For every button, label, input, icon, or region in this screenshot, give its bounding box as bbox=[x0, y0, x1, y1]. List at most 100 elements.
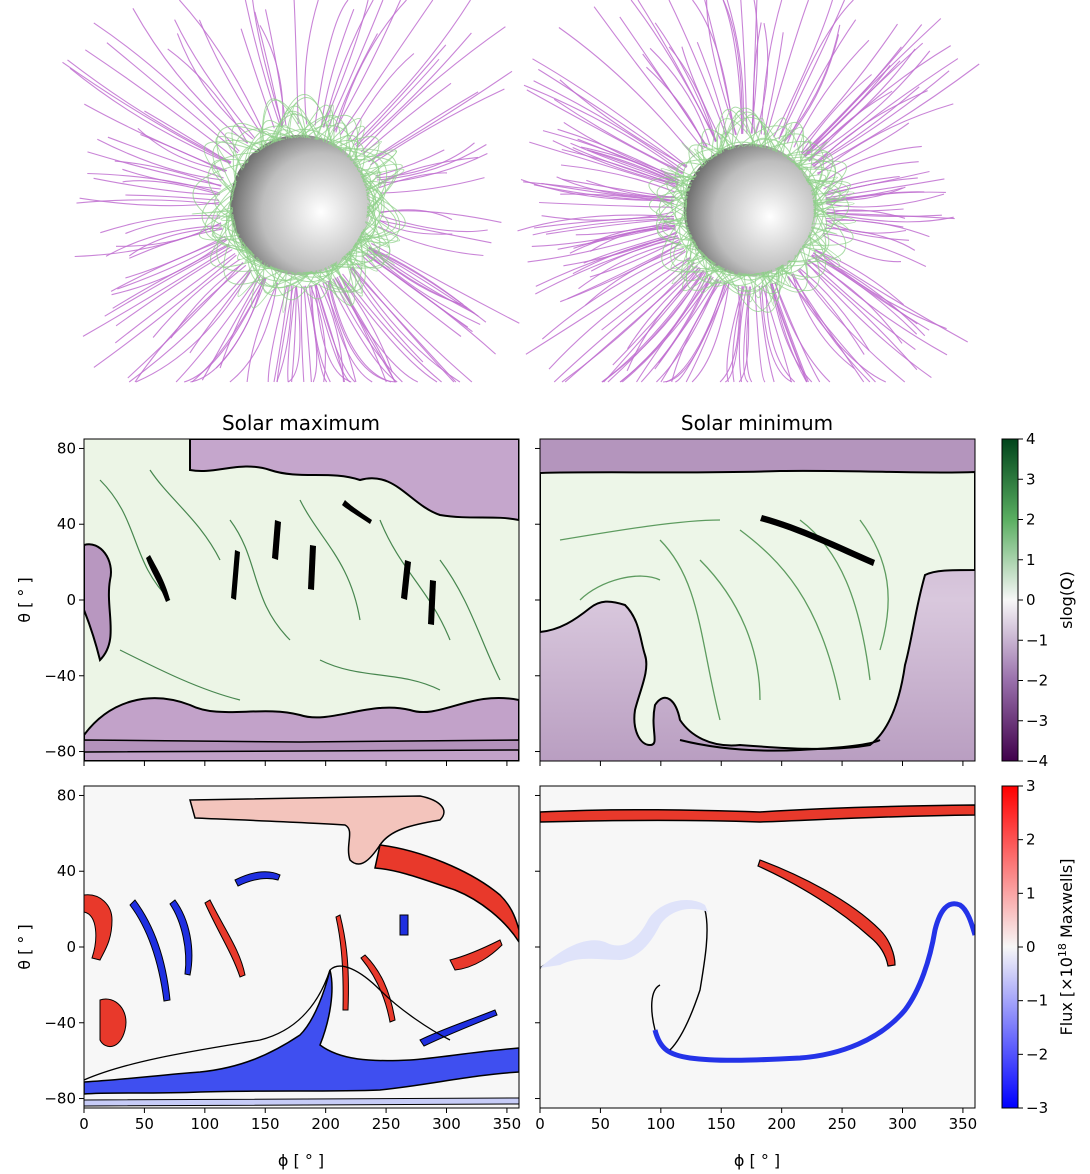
colorbar-tick-label: −1 bbox=[1026, 631, 1048, 649]
open-field-line bbox=[654, 22, 716, 142]
open-field-line bbox=[590, 236, 679, 272]
open-field-line bbox=[380, 209, 453, 221]
q-map-minimum bbox=[540, 439, 975, 761]
closed-field-line bbox=[775, 123, 793, 154]
open-field-line bbox=[722, 0, 743, 134]
sun-sphere bbox=[229, 134, 371, 276]
closed-field-line bbox=[234, 139, 281, 186]
open-field-line bbox=[533, 80, 685, 172]
closed-field-line bbox=[701, 128, 736, 166]
open-field-line bbox=[140, 133, 227, 173]
open-field-line bbox=[790, 274, 865, 383]
x-tick-label: 0 bbox=[79, 1115, 89, 1133]
closed-field-line bbox=[301, 116, 342, 152]
open-field-line bbox=[335, 0, 407, 133]
open-field-line bbox=[649, 47, 711, 146]
closed-field-line bbox=[661, 211, 722, 273]
open-field-line bbox=[219, 277, 265, 369]
open-field-line bbox=[190, 278, 267, 383]
open-field-line bbox=[668, 0, 728, 138]
open-field-line bbox=[323, 0, 374, 128]
open-field-line bbox=[259, 25, 284, 126]
closed-field-line bbox=[764, 269, 773, 283]
open-field-line bbox=[823, 161, 919, 190]
open-field-line bbox=[371, 242, 520, 324]
open-field-line bbox=[532, 58, 688, 167]
colorbar-tick-label: 0 bbox=[1026, 591, 1036, 609]
closed-field-line bbox=[329, 139, 365, 176]
open-field-line bbox=[110, 238, 227, 292]
open-field-line bbox=[621, 276, 714, 383]
open-field-line bbox=[97, 138, 224, 181]
open-field-line bbox=[244, 0, 281, 127]
open-field-line bbox=[300, 285, 305, 383]
closed-field-line bbox=[339, 146, 352, 158]
open-field-line bbox=[174, 19, 256, 139]
open-field-line bbox=[681, 46, 721, 140]
closed-field-line bbox=[220, 213, 235, 221]
open-field-line bbox=[291, 285, 298, 383]
open-field-line bbox=[557, 224, 676, 250]
closed-field-line bbox=[357, 191, 406, 241]
closed-field-line bbox=[726, 264, 783, 312]
open-field-line bbox=[826, 211, 942, 218]
open-field-line bbox=[114, 252, 236, 344]
open-field-line bbox=[76, 199, 220, 205]
q-map-maximum-west-open-region bbox=[84, 543, 112, 662]
open-field-line bbox=[786, 19, 857, 144]
open-field-line bbox=[355, 58, 440, 147]
colorbar-tick-label: −3 bbox=[1026, 1099, 1048, 1117]
open-field-line bbox=[812, 70, 950, 167]
closed-field-line bbox=[353, 239, 394, 270]
open-field-line bbox=[763, 32, 784, 135]
closed-field-line bbox=[204, 193, 249, 249]
open-field-line bbox=[287, 285, 297, 383]
colorbar-tick-label: 2 bbox=[1026, 511, 1036, 529]
flux-map-minimum-negative-region bbox=[540, 900, 708, 968]
colorbar-q-label: slog(Q) bbox=[1057, 571, 1076, 629]
closed-field-line bbox=[262, 130, 277, 148]
open-field-line bbox=[326, 0, 384, 130]
open-field-line bbox=[804, 262, 918, 371]
open-field-line bbox=[360, 26, 506, 153]
open-field-line bbox=[303, 285, 312, 383]
open-field-line bbox=[787, 276, 887, 383]
colorbar-tick-label: −4 bbox=[1026, 752, 1048, 770]
open-field-line bbox=[67, 59, 232, 163]
open-field-line bbox=[527, 226, 676, 263]
closed-field-line bbox=[262, 262, 289, 294]
closed-field-line bbox=[808, 176, 839, 192]
colorbar-tick-label: 1 bbox=[1026, 884, 1036, 902]
open-field-line bbox=[93, 177, 220, 196]
colorbar-tick-label: 1 bbox=[1026, 551, 1036, 569]
open-field-line bbox=[532, 218, 675, 236]
open-field-line bbox=[170, 262, 244, 339]
closed-field-line bbox=[311, 237, 366, 292]
open-field-line bbox=[803, 18, 942, 157]
open-field-line bbox=[719, 285, 740, 383]
open-field-line bbox=[125, 194, 220, 201]
open-field-line bbox=[74, 222, 222, 258]
open-field-line bbox=[526, 89, 683, 175]
closed-field-line bbox=[304, 269, 322, 285]
closed-field-line bbox=[285, 112, 306, 139]
open-field-line bbox=[348, 53, 415, 141]
open-field-line bbox=[304, 285, 318, 383]
flux-map-minimum bbox=[540, 786, 975, 1108]
closed-field-line bbox=[656, 188, 702, 252]
open-field-line bbox=[380, 215, 488, 233]
closed-field-line bbox=[282, 271, 293, 313]
open-field-line bbox=[804, 48, 916, 158]
open-field-line bbox=[825, 219, 930, 238]
y-tick-label: −40 bbox=[44, 1014, 76, 1032]
xlabel-left: ϕ [ ° ] bbox=[278, 1151, 324, 1170]
open-field-line bbox=[380, 177, 485, 194]
open-field-line bbox=[368, 70, 513, 163]
open-field-line bbox=[619, 274, 710, 383]
closed-field-line bbox=[762, 271, 775, 307]
closed-field-line bbox=[294, 114, 351, 161]
open-field-line bbox=[106, 42, 239, 154]
colorbar-q bbox=[1001, 438, 1019, 762]
open-field-line bbox=[322, 0, 369, 128]
open-field-line bbox=[738, 286, 750, 383]
